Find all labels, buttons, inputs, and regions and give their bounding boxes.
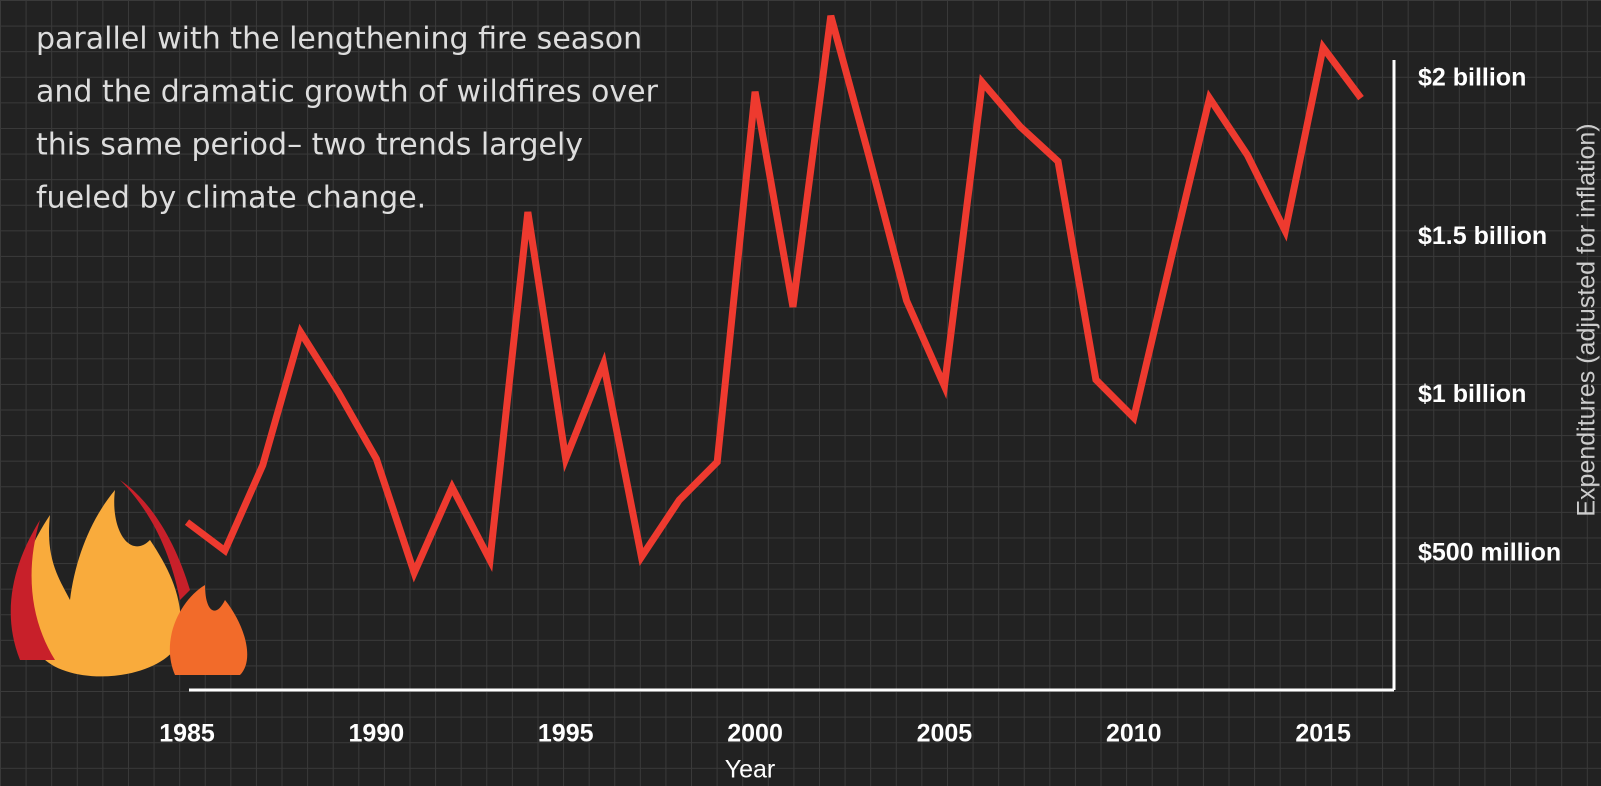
x-tick-label: 1990: [349, 720, 405, 748]
y-axis-title: Expenditures (adjusted for inflation): [1573, 123, 1601, 516]
line: [184, 14, 1364, 583]
y-tick-label: $500 million: [1418, 538, 1561, 566]
x-tick-label: 1995: [538, 720, 594, 748]
x-tick-label: 2010: [1106, 720, 1162, 748]
y-tick-label: $1 billion: [1418, 380, 1526, 408]
y-tick-label: $2 billion: [1418, 64, 1526, 92]
x-axis-title: Year: [725, 756, 776, 784]
x-tick-label: 1985: [159, 720, 215, 748]
x-tick-label: 2015: [1295, 720, 1351, 748]
x-tick-label: 2000: [727, 720, 783, 748]
fire-icon: [10, 480, 248, 677]
x-tick-label: 2005: [917, 720, 973, 748]
intro-line: this same period– two trends largely: [36, 128, 583, 163]
y-tick-label: $1.5 billion: [1418, 222, 1547, 250]
intro-line: fueled by climate change.: [36, 181, 426, 216]
intro-line: parallel with the lengthening fire seaso…: [36, 22, 642, 57]
intro-line: and the dramatic growth of wildfires ove…: [36, 75, 659, 110]
